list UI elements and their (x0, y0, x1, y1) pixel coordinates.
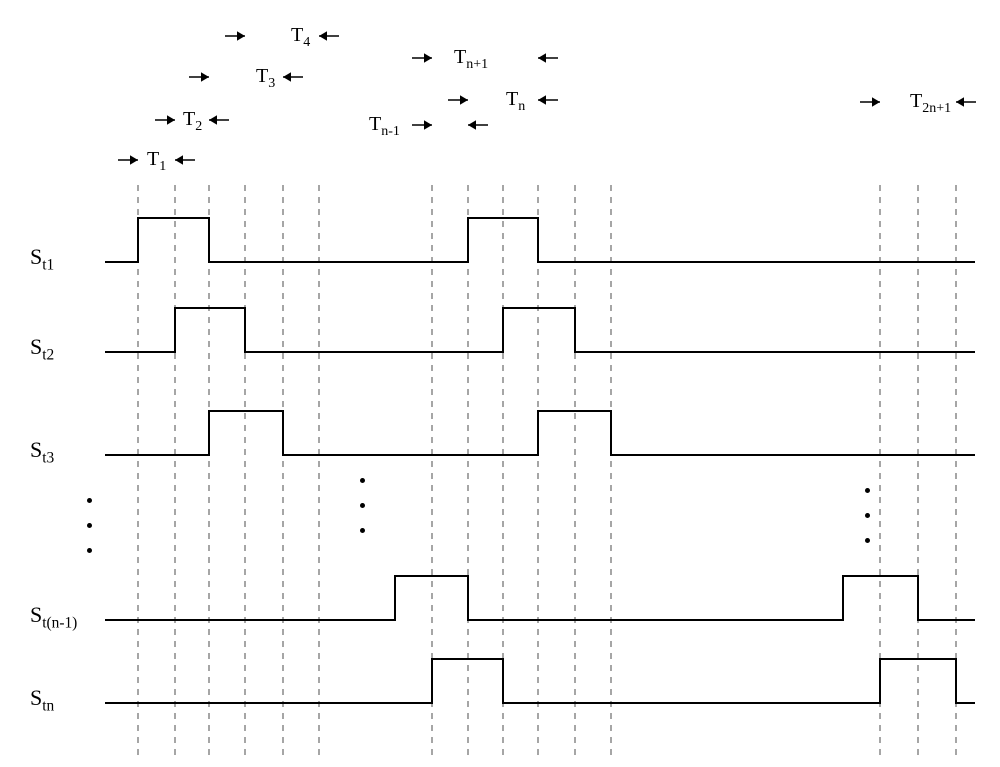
timing-diagram: St1 St2 St3 St(n-1) Stn T1 T2 T3 T4 Tn-1 Tn Tn+1 T2n… (0, 0, 1000, 767)
t-label-2: T3 (256, 65, 275, 92)
signal-label-2: St3 (30, 437, 54, 467)
ellipsis-dot-mid-0 (360, 478, 365, 483)
t-label-4: Tn-1 (369, 113, 400, 140)
ellipsis-dot-mid-1 (360, 503, 365, 508)
ellipsis-dot-left-0 (87, 498, 92, 503)
ellipsis-dot-mid-2 (360, 528, 365, 533)
diagram-svg (0, 0, 1000, 767)
t-label-5: Tn (506, 88, 525, 115)
t-label-7: T2n+1 (910, 90, 951, 117)
signal-label-0: St1 (30, 244, 54, 274)
signal-label-4: Stn (30, 685, 54, 715)
ellipsis-dot-right-1 (865, 513, 870, 518)
ellipsis-dot-left-1 (87, 523, 92, 528)
t-label-6: Tn+1 (454, 46, 488, 73)
t-label-1: T2 (183, 108, 202, 135)
ellipsis-dot-left-2 (87, 548, 92, 553)
ellipsis-dot-right-2 (865, 538, 870, 543)
signal-label-1: St2 (30, 334, 54, 364)
signal-label-3: St(n-1) (30, 602, 77, 632)
t-label-0: T1 (147, 148, 166, 175)
ellipsis-dot-right-0 (865, 488, 870, 493)
t-label-3: T4 (291, 24, 310, 51)
